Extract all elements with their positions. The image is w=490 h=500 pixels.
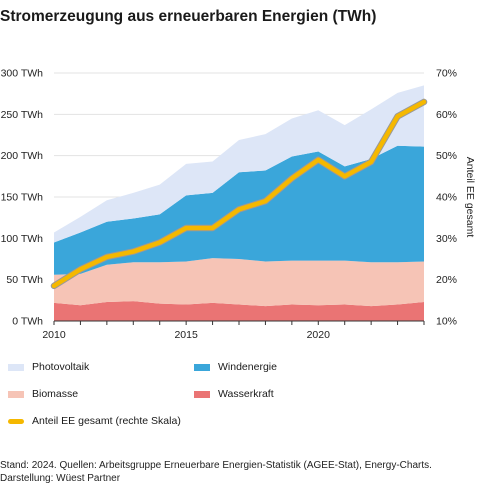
legend-swatch-photovoltaik xyxy=(8,363,24,371)
y-tick-label: 300 TWh xyxy=(1,68,44,80)
area-wasserkraft xyxy=(54,301,424,321)
legend-label-windenergie: Windenergie xyxy=(218,361,277,373)
line-anteil xyxy=(51,99,427,289)
source-line-2: Darstellung: Wüest Partner xyxy=(0,473,121,484)
y-tick-label: 150 TWh xyxy=(1,192,44,204)
legend-swatch-biomasse xyxy=(8,390,24,398)
y-tick-label: 200 TWh xyxy=(1,150,44,162)
y2-tick-label: 70% xyxy=(436,68,457,80)
x-axis: 2010 2015 2020 xyxy=(42,320,425,341)
legend-label-photovoltaik: Photovoltaik xyxy=(32,361,90,373)
legend-label-anteil: Anteil EE gesamt (rechte Skala) xyxy=(32,415,181,427)
y-axis-right: 10% 20% 30% 40% 50% 60% 70% Anteil EE gesamt xyxy=(436,68,476,328)
y2-tick-label: 50% xyxy=(436,150,457,162)
y-axis-left: 0 TWh 50 TWh 100 TWh 150 TWh 200 TWh 250 TWh 3… xyxy=(1,68,44,328)
area-series-group xyxy=(54,85,424,321)
legend-swatch-windenergie xyxy=(194,363,210,371)
x-tick-label: 2015 xyxy=(174,329,198,341)
legend-label-wasserkraft: Wasserkraft xyxy=(218,388,274,400)
stacked-area-chart: 2010 2015 2020 0 TWh 50 TWh 100 TWh 150 TWh 20… xyxy=(1,68,476,342)
y-tick-label: 250 TWh xyxy=(1,109,44,121)
legend-item-windenergie: Windenergie xyxy=(194,361,277,373)
legend-item-anteil: Anteil EE gesamt (rechte Skala) xyxy=(8,415,181,427)
legend-item-photovoltaik: Photovoltaik xyxy=(8,361,89,373)
y2-axis-title: Anteil EE gesamt xyxy=(464,157,476,238)
area-photovoltaik xyxy=(54,85,424,243)
y-tick-label: 0 TWh xyxy=(12,316,43,328)
legend-item-biomasse: Biomasse xyxy=(8,388,78,400)
source-line-1: Stand: 2024. Quellen: Arbeitsgruppe Erne… xyxy=(0,460,432,471)
y2-tick-label: 30% xyxy=(436,233,457,245)
y2-tick-label: 10% xyxy=(436,316,457,328)
area-biomasse xyxy=(54,258,424,307)
y-tick-label: 50 TWh xyxy=(6,274,43,286)
x-tick-label: 2010 xyxy=(42,329,66,341)
chart-title: Stromerzeugung aus erneuerbaren Energien… xyxy=(0,8,377,25)
y2-tick-label: 40% xyxy=(436,192,457,204)
y2-tick-label: 20% xyxy=(436,274,457,286)
legend-label-biomasse: Biomasse xyxy=(32,388,79,400)
legend-swatch-anteil xyxy=(8,418,24,424)
x-tick-label: 2020 xyxy=(307,329,331,341)
y-tick-label: 100 TWh xyxy=(1,233,44,245)
legend-swatch-wasserkraft xyxy=(194,390,210,398)
source-note: Stand: 2024. Quellen: Arbeitsgruppe Erne… xyxy=(0,459,488,485)
share-line-group xyxy=(50,98,428,290)
y2-tick-label: 60% xyxy=(436,109,457,121)
legend-item-wasserkraft: Wasserkraft xyxy=(194,388,274,400)
